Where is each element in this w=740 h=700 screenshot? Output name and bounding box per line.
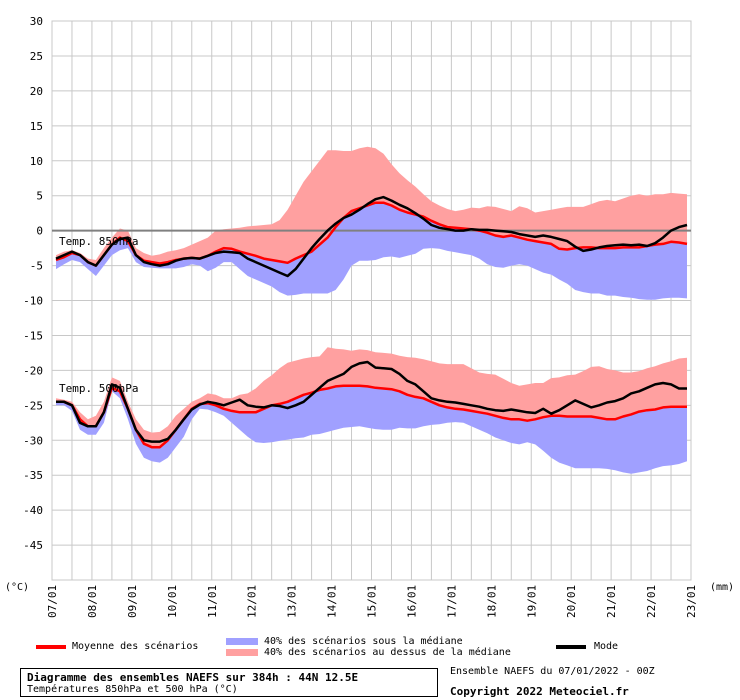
x-tick-label: 17/01	[445, 585, 458, 618]
y-tick-label: -5	[30, 260, 43, 273]
x-tick-labels: 07/01 08/01 09/01 10/01 11/01 12/01 13/01 14/01…	[46, 585, 698, 618]
x-tick-label: 20/01	[565, 585, 578, 618]
x-tick-label: 09/01	[126, 585, 139, 618]
x-tick-label: 14/01	[326, 585, 339, 618]
y-tick-label: -45	[23, 539, 43, 552]
legend-mean-swatch	[36, 645, 66, 649]
x-tick-label: 12/01	[246, 585, 259, 618]
y2-unit-label: (mm)	[710, 582, 734, 593]
run-info: Ensemble NAEFS du 07/01/2022 - 00Z	[450, 666, 655, 677]
x-tick-label: 21/01	[605, 585, 618, 618]
y-tick-label: -10	[23, 295, 43, 308]
y-tick-label: -15	[23, 329, 43, 342]
legend-mean-label: Moyenne des scénarios	[72, 641, 199, 652]
x-tick-label: 08/01	[86, 585, 99, 618]
y-tick-label: 5	[36, 190, 43, 203]
panel-labels: Temp. 850hPa Temp. 500hPa	[59, 235, 138, 395]
legend-lower-swatch	[226, 638, 258, 645]
y-tick-label: 10	[30, 155, 43, 168]
y-tick-label: 0	[36, 225, 43, 238]
mode-line-850	[55, 195, 688, 278]
x-tick-label: 15/01	[366, 585, 379, 618]
y-tick-label: -35	[23, 469, 43, 482]
plot-frame	[51, 20, 692, 581]
mean-line-850	[55, 201, 688, 267]
y-tick-label: -20	[23, 364, 43, 377]
chart-grid	[51, 20, 692, 581]
y-tick-label: 15	[30, 120, 43, 133]
legend-lower-label: 40% des scénarios sous la médiane	[264, 636, 463, 647]
mean-line-500	[56, 384, 687, 449]
x-tick-label: 13/01	[286, 585, 299, 618]
x-tick-label: 07/01	[46, 585, 59, 618]
x-tick-label: 11/01	[206, 585, 219, 618]
legend-mode-label: Mode	[594, 641, 619, 652]
y-tick-labels: 30 25 20 15 10 5 0 -5 -10 -15 -20 -25 -30 -35 -40 -45	[23, 15, 43, 552]
panel-label-500: Temp. 500hPa	[59, 382, 138, 395]
y-tick-label: 20	[30, 85, 43, 98]
legend-mode-swatch	[556, 645, 586, 649]
ensemble-chart: 30 25 20 15 10 5 0 -5 -10 -15 -20 -25 -30 -35 -40 -45 0…	[5, 15, 734, 618]
x-tick-label: 18/01	[485, 585, 498, 618]
x-tick-label: 19/01	[525, 585, 538, 618]
panel-label-850: Temp. 850hPa	[59, 235, 138, 248]
lower-band-850	[56, 202, 687, 300]
x-tick-label: 23/01	[685, 585, 698, 618]
y-tick-label: -25	[23, 399, 43, 412]
legend-upper-label: 40% des scénarios au dessus de la médian…	[264, 647, 511, 658]
chart-subtitle: Températures 850hPa et 500 hPa (°C)	[27, 684, 238, 695]
mode-line-500	[56, 360, 687, 443]
y-tick-label: -40	[23, 504, 43, 517]
legend-upper-swatch	[226, 649, 258, 656]
series-lines	[52, 195, 691, 449]
x-tick-label: 10/01	[166, 585, 179, 618]
y-unit-label: (°C)	[5, 582, 29, 593]
x-tick-label: 22/01	[645, 585, 658, 618]
chart-title: Diagramme des ensembles NAEFS sur 384h :…	[27, 671, 359, 684]
lower-band-500	[56, 385, 687, 474]
y-tick-label: 30	[30, 15, 43, 28]
x-tick-label: 16/01	[405, 585, 418, 618]
upper-band-500	[56, 347, 687, 448]
y-tick-label: -30	[23, 434, 43, 447]
y-tick-label: 25	[30, 50, 43, 63]
info-box: Diagramme des ensembles NAEFS sur 384h :…	[20, 668, 438, 697]
copyright: Copyright 2022 Meteociel.fr	[450, 685, 629, 698]
